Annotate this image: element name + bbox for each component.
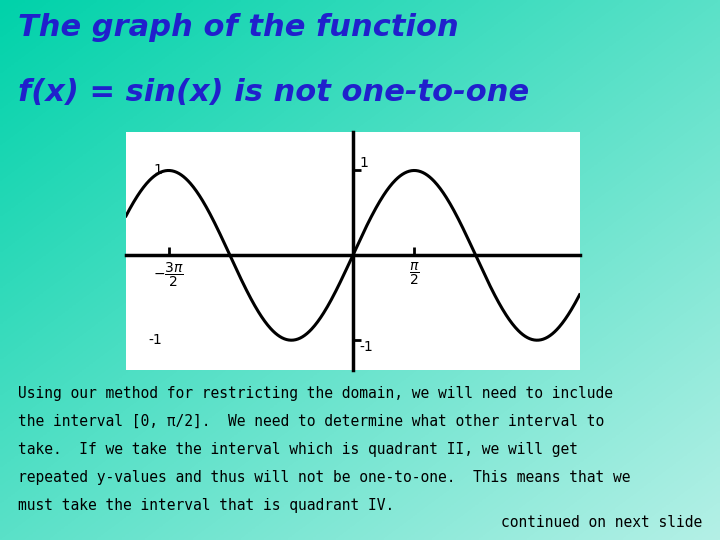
- Text: Using our method for restricting the domain, we will need to include: Using our method for restricting the dom…: [18, 386, 613, 401]
- Text: The graph of the function: The graph of the function: [18, 14, 459, 43]
- Text: 1: 1: [153, 164, 162, 178]
- Text: continued on next slide: continued on next slide: [500, 515, 702, 530]
- Text: 1: 1: [360, 157, 369, 171]
- Text: take.  If we take the interval which is quadrant II, we will get: take. If we take the interval which is q…: [18, 442, 578, 457]
- Text: -1: -1: [148, 333, 162, 347]
- Text: -1: -1: [360, 340, 374, 354]
- Text: the interval [0, π/2].  We need to determine what other interval to: the interval [0, π/2]. We need to determ…: [18, 414, 604, 429]
- Text: repeated y-values and thus will not be one-to-one.  This means that we: repeated y-values and thus will not be o…: [18, 470, 631, 485]
- Text: f(x) = sin(x) is not one-to-one: f(x) = sin(x) is not one-to-one: [18, 78, 529, 107]
- Text: must take the interval that is quadrant IV.: must take the interval that is quadrant …: [18, 498, 395, 514]
